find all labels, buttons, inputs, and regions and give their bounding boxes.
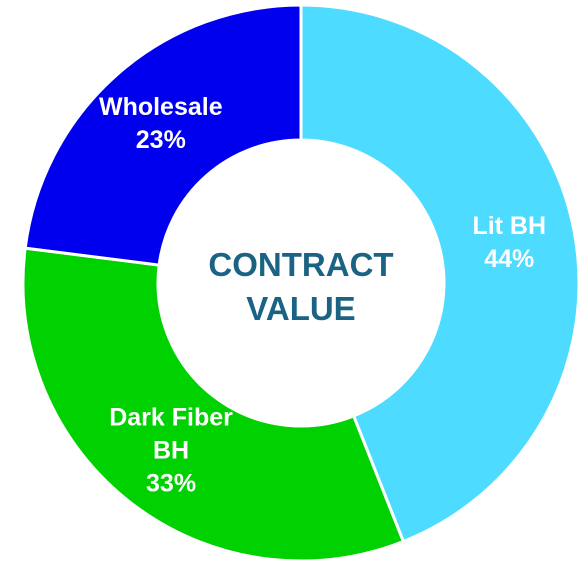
chart-title: CONTRACT VALUE bbox=[208, 246, 394, 327]
category-label: Wholesale bbox=[98, 92, 223, 121]
category-label: Dark Fiber BH bbox=[109, 403, 233, 464]
value-label: 33% bbox=[146, 469, 197, 497]
donut-slice bbox=[23, 3, 303, 267]
donut-slice bbox=[299, 3, 581, 544]
slice-label: Wholesale 23% bbox=[86, 91, 236, 157]
value-label: 23% bbox=[135, 125, 186, 154]
value-label: 44% bbox=[484, 245, 535, 274]
slice-label: Dark Fiber BH 33% bbox=[96, 401, 246, 500]
category-label: Lit BH bbox=[472, 212, 547, 241]
donut-slice bbox=[21, 246, 406, 561]
slice-label: Lit BH 44% bbox=[434, 210, 583, 276]
